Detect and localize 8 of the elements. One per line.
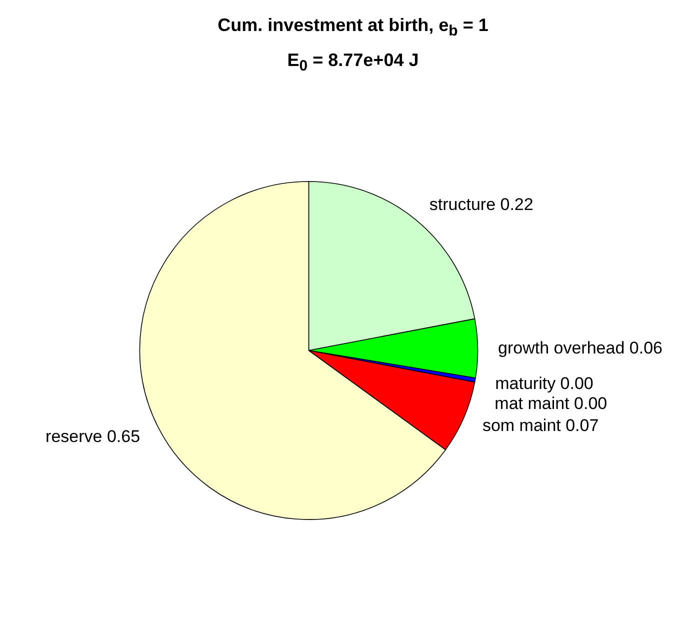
category-label: mat maint 0.00 xyxy=(494,394,608,414)
slice-label: reserve 0.65 xyxy=(46,426,140,446)
slice-label: maturity 0.00 xyxy=(495,374,594,394)
slice-label: structure 0.22 xyxy=(429,195,534,214)
slice-label: som maint 0.07 xyxy=(482,416,599,436)
chart-title: Cum. investment at birth, e$_{b}$ = 1 xyxy=(218,14,488,42)
slice-label: growth overhead 0.06 xyxy=(498,338,662,358)
chart-subtitle: E$_{0}$ = 8.77e+04 J xyxy=(286,49,420,77)
